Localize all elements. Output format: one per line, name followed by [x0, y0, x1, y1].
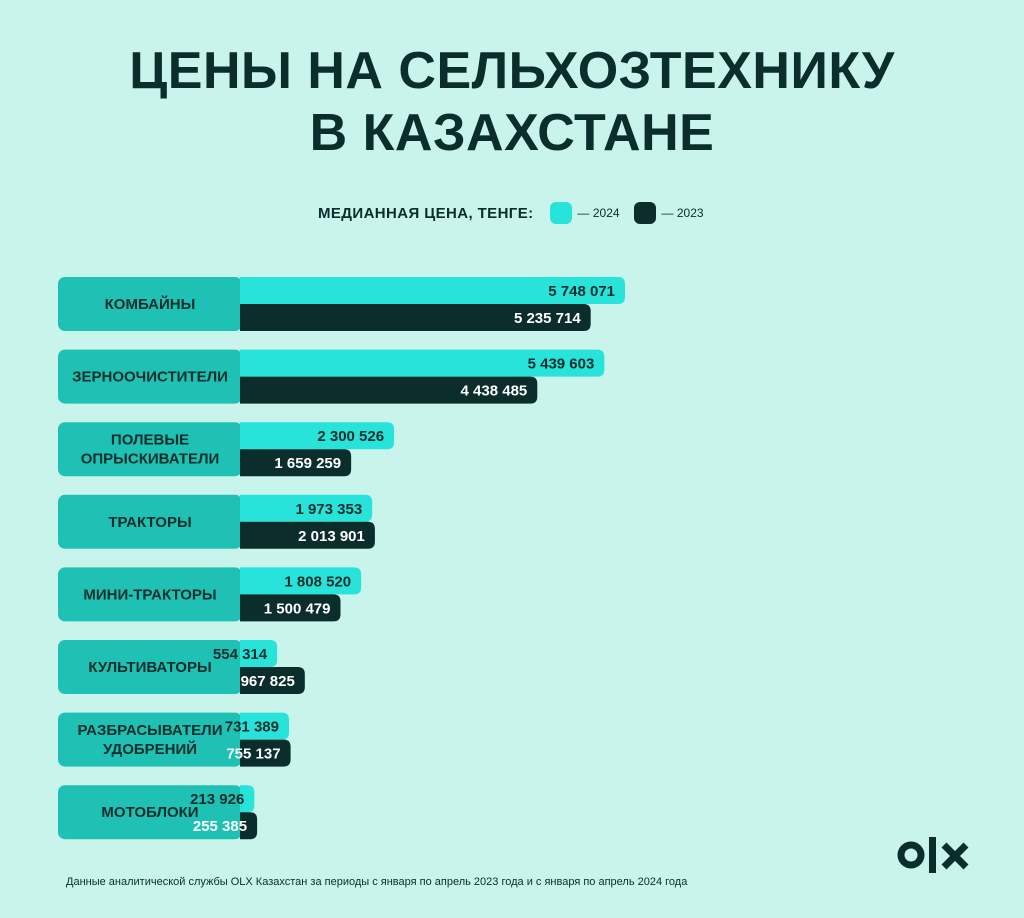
- chart-title-line-2: В КАЗАХСТАНЕ: [309, 104, 715, 162]
- value-label-2023: 755 137: [226, 746, 280, 763]
- category-label: КУЛЬТИВАТОРЫ: [88, 659, 211, 676]
- bar-2023: [240, 667, 305, 694]
- value-label-2024: 5 439 603: [528, 356, 595, 373]
- bar-2024: [240, 277, 625, 304]
- bar-2023: [240, 376, 538, 404]
- category-label-box: [58, 785, 242, 840]
- category-label: ПОЛЕВЫЕ: [111, 432, 189, 449]
- category-label-box: [58, 494, 242, 549]
- value-label-2023: 5 235 714: [514, 310, 581, 327]
- value-label-2023: 255 385: [193, 818, 247, 835]
- category-label-box: [58, 422, 242, 477]
- value-label-2023: 4 438 485: [461, 383, 528, 400]
- category-label-box: [58, 277, 242, 331]
- bar-2023: [240, 812, 258, 840]
- bar-2023: [240, 304, 591, 331]
- category-label: КОМБАЙНЫ: [105, 295, 196, 313]
- chart-title-line-1: ЦЕНЫ НА СЕЛЬХОЗТЕХНИКУ: [129, 42, 895, 100]
- category-label: МОТОБЛОКИ: [101, 804, 198, 821]
- value-label-2024: 1 973 353: [295, 501, 362, 518]
- category-label: УДОБРЕНИЙ: [103, 740, 197, 758]
- value-label-2024: 1 808 520: [284, 573, 351, 590]
- bar-2024: [240, 640, 278, 667]
- value-label-2024: 554 314: [213, 646, 268, 663]
- category-label-box: [58, 712, 242, 767]
- category-label: ЗЕРНООЧИСТИТЕЛИ: [72, 369, 228, 386]
- legend-item-2023: — 2023: [661, 206, 704, 220]
- bar-2024: [240, 422, 395, 450]
- bar-2023: [240, 594, 341, 622]
- value-label-2024: 731 389: [225, 719, 279, 736]
- value-label-2023: 2 013 901: [298, 528, 365, 545]
- bar-2023: [240, 521, 375, 549]
- value-label-2024: 2 300 526: [317, 428, 384, 445]
- category-label-box: [58, 640, 242, 694]
- bar-2023: [240, 739, 291, 767]
- footnote: Данные аналитической службы OLX Казахста…: [66, 876, 688, 888]
- value-label-2023: 1 659 259: [274, 455, 341, 472]
- bar-2024: [240, 712, 289, 740]
- category-label: РАЗБРАСЫВАТЕЛИ: [77, 722, 222, 739]
- bar-2024: [240, 494, 373, 522]
- bar-2024: [240, 785, 255, 813]
- category-label: ТРАКТОРЫ: [108, 514, 191, 531]
- value-label-2024: 5 748 071: [548, 283, 615, 300]
- chart-title: ЦЕНЫ НА СЕЛЬХОЗТЕХНИКУ В КАЗАХСТАНЕ: [0, 40, 1024, 164]
- bar-2024: [240, 349, 605, 377]
- value-label-2024: 213 926: [190, 791, 244, 808]
- legend-swatch-2024: [549, 202, 572, 224]
- legend: МЕДИАННАЯ ЦЕНА, ТЕНГЕ: — 2024 — 2023: [318, 199, 718, 227]
- legend-item-2024: — 2024: [577, 206, 620, 220]
- category-label: ОПРЫСКИВАТЕЛИ: [81, 451, 220, 468]
- legend-label: МЕДИАННАЯ ЦЕНА, ТЕНГЕ:: [318, 204, 534, 222]
- legend-swatch-2023: [633, 202, 656, 224]
- bar-2023: [240, 449, 352, 477]
- category-label-box: [58, 567, 242, 622]
- bar-2024: [240, 567, 362, 595]
- olx-logo: [897, 837, 969, 873]
- category-label: МИНИ-ТРАКТОРЫ: [83, 586, 216, 603]
- category-label-box: [58, 349, 242, 404]
- value-label-2023: 1 500 479: [264, 600, 331, 617]
- value-label-2023: 967 825: [241, 673, 295, 690]
